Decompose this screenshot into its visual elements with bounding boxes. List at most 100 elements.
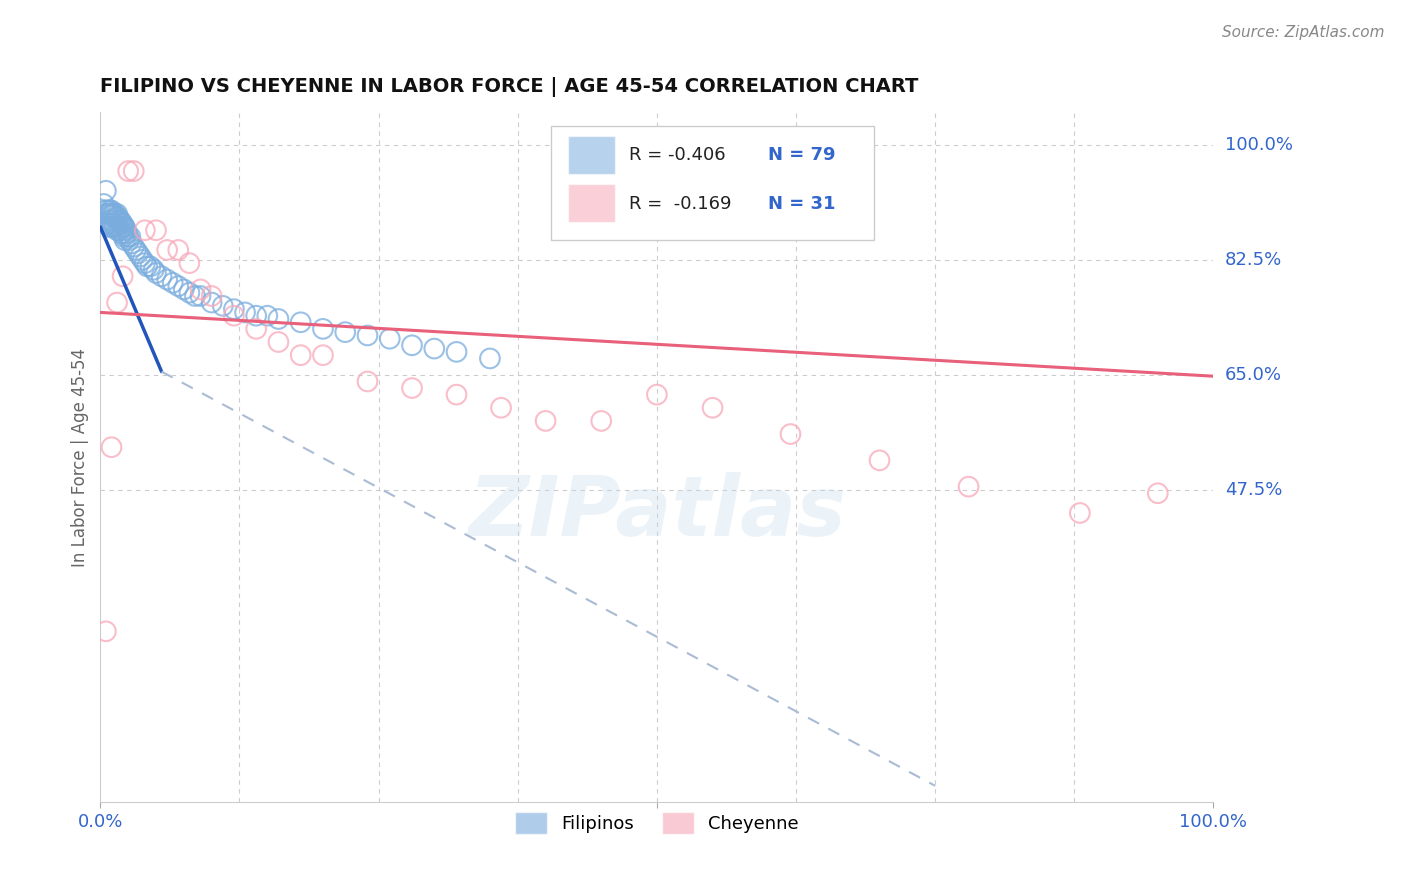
Text: Source: ZipAtlas.com: Source: ZipAtlas.com — [1222, 25, 1385, 40]
Point — [104, 207, 127, 221]
Point — [645, 387, 668, 401]
Point — [122, 240, 145, 254]
Point — [93, 197, 115, 211]
Point — [534, 414, 557, 428]
Point — [356, 328, 378, 343]
Point — [108, 223, 131, 237]
Point — [115, 223, 138, 237]
Point — [335, 325, 357, 339]
Legend: Filipinos, Cheyenne: Filipinos, Cheyenne — [508, 805, 806, 841]
Point — [957, 480, 980, 494]
Point — [110, 223, 132, 237]
Point — [122, 164, 145, 178]
Point — [112, 219, 135, 234]
Point — [167, 279, 190, 293]
Point — [222, 309, 245, 323]
Point — [233, 305, 256, 319]
Point — [446, 344, 468, 359]
Text: N = 79: N = 79 — [768, 146, 835, 164]
Point — [94, 207, 117, 221]
Point — [222, 302, 245, 317]
Point — [98, 203, 121, 218]
Point — [201, 295, 224, 310]
Point — [118, 233, 141, 247]
Point — [179, 256, 201, 270]
Point — [446, 387, 468, 401]
Point — [179, 285, 201, 300]
Point — [356, 375, 378, 389]
Point — [104, 210, 127, 224]
Text: N = 31: N = 31 — [768, 194, 835, 212]
Y-axis label: In Labor Force | Age 45-54: In Labor Force | Age 45-54 — [72, 348, 89, 566]
Point — [97, 217, 120, 231]
Point — [162, 276, 184, 290]
Point — [107, 210, 129, 224]
Point — [111, 269, 134, 284]
Point — [101, 217, 124, 231]
Point — [245, 309, 267, 323]
Point — [245, 322, 267, 336]
Point — [94, 624, 117, 639]
Point — [110, 217, 132, 231]
Point — [98, 213, 121, 227]
Point — [145, 266, 167, 280]
Point — [211, 299, 233, 313]
Point — [489, 401, 512, 415]
Point — [201, 289, 224, 303]
Point — [104, 219, 127, 234]
Point — [779, 427, 801, 442]
Point — [121, 236, 143, 251]
Point — [267, 334, 290, 349]
Point — [103, 207, 125, 221]
Point — [184, 289, 207, 303]
Point — [103, 219, 125, 234]
Point — [156, 243, 179, 257]
Point — [110, 213, 132, 227]
Point — [100, 440, 122, 454]
Point — [94, 184, 117, 198]
Text: R = -0.406: R = -0.406 — [628, 146, 725, 164]
Point — [401, 338, 423, 352]
Point — [105, 295, 128, 310]
Point — [142, 262, 165, 277]
Point — [104, 219, 127, 234]
Point — [97, 207, 120, 221]
Point — [117, 229, 139, 244]
Point — [190, 289, 212, 303]
Point — [190, 282, 212, 296]
Point — [100, 219, 122, 234]
Point — [401, 381, 423, 395]
Point — [94, 203, 117, 218]
Point — [167, 243, 190, 257]
Point — [105, 223, 128, 237]
Point — [105, 207, 128, 221]
Point — [112, 229, 135, 244]
Point — [267, 312, 290, 326]
Point — [312, 322, 335, 336]
Point — [117, 164, 139, 178]
Point — [110, 227, 132, 241]
Point — [114, 219, 136, 234]
Point — [156, 272, 179, 286]
Point — [591, 414, 613, 428]
Point — [290, 348, 312, 362]
Point — [111, 227, 134, 241]
Text: 47.5%: 47.5% — [1225, 481, 1282, 499]
Point — [125, 243, 148, 257]
Point — [108, 213, 131, 227]
Point — [101, 207, 124, 221]
Point — [136, 260, 159, 274]
Point — [129, 250, 152, 264]
Point — [1069, 506, 1091, 520]
Point — [120, 229, 142, 244]
Point — [107, 219, 129, 234]
FancyBboxPatch shape — [568, 185, 614, 222]
Point — [423, 342, 446, 356]
Text: ZIPatlas: ZIPatlas — [468, 472, 846, 553]
FancyBboxPatch shape — [568, 136, 614, 174]
FancyBboxPatch shape — [551, 126, 875, 240]
Point — [378, 332, 401, 346]
Point — [98, 207, 121, 221]
Text: FILIPINO VS CHEYENNE IN LABOR FORCE | AGE 45-54 CORRELATION CHART: FILIPINO VS CHEYENNE IN LABOR FORCE | AG… — [100, 78, 918, 97]
Point — [1146, 486, 1168, 500]
